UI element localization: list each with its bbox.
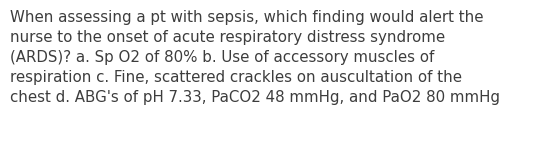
- Text: When assessing a pt with sepsis, which finding would alert the
nurse to the onse: When assessing a pt with sepsis, which f…: [10, 10, 500, 105]
